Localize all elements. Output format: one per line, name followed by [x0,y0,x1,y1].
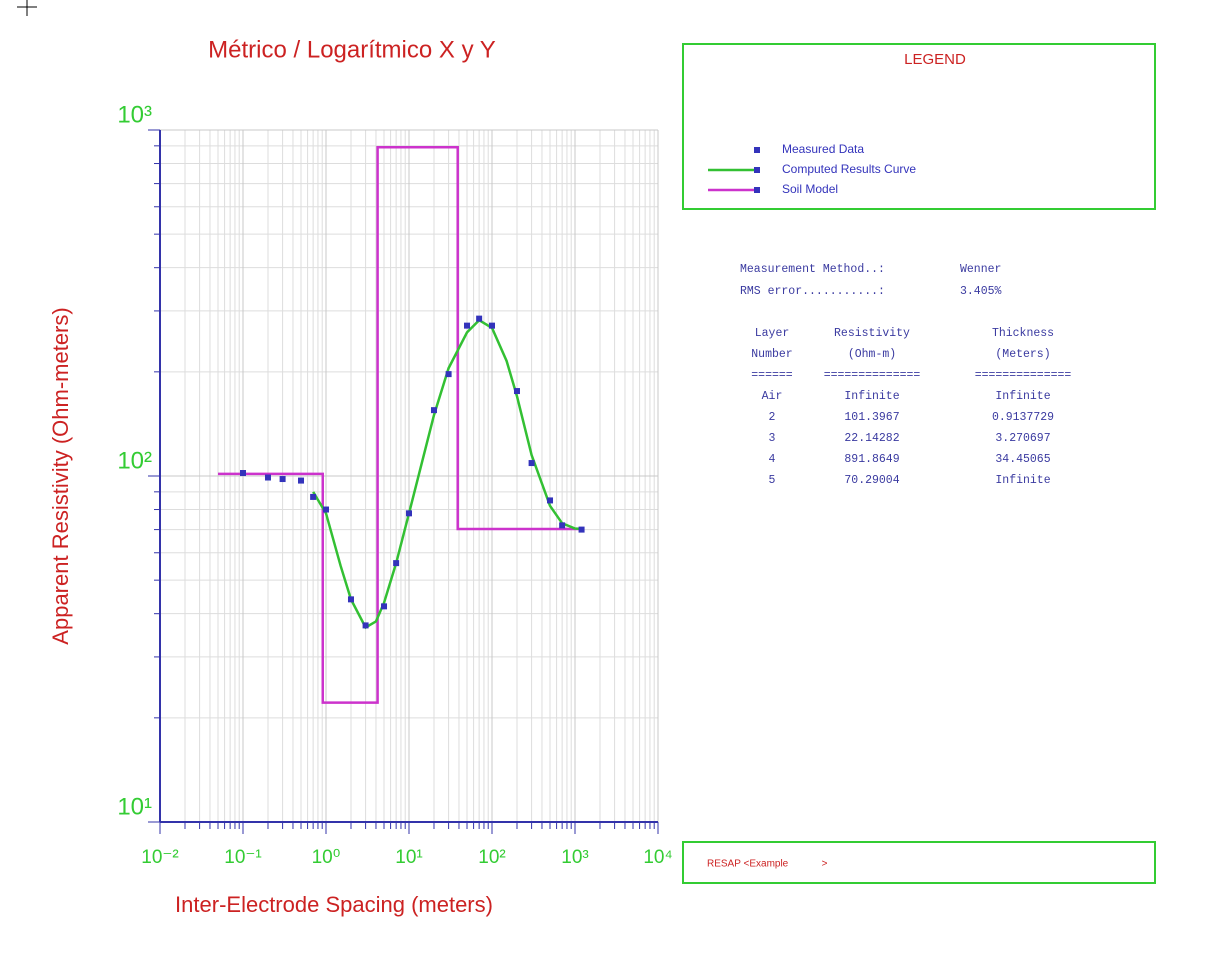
footer-text: RESAP <Example > [707,859,828,870]
results-panel: Measurement Method..: Wenner RMS error..… [740,263,1071,487]
table-header: ====== [751,369,793,382]
x-tick-label: 10² [478,847,505,868]
rms-label: RMS error...........: [740,285,885,298]
data-point [323,506,329,513]
legend-label: Soil Model [782,182,838,196]
data-point [298,477,305,484]
data-point [489,322,495,329]
rms-value: 3.405% [960,285,1002,298]
x-tick-label: 10⁻² [141,847,179,868]
plot: 10⁻² 10⁻¹ 10⁰ 10¹ 10² 10³ 10⁴ 10¹ 10² 10³ [117,101,672,868]
cursor [17,0,37,16]
data-point [476,315,483,322]
data-point [362,622,369,629]
table-cell: 2 [769,411,776,424]
series-line [218,145,582,704]
table-header: Thickness [992,327,1054,340]
data-point [310,493,317,500]
legend-marker [754,167,760,173]
data-point [406,510,412,517]
y-axis-label: Apparent Resistivity (Ohm-meters) [48,307,73,644]
table-cell: Infinite [844,390,899,403]
legend-label: Measured Data [782,142,864,156]
legend-marker [754,187,760,193]
data-point [513,388,520,395]
data-point [464,322,471,329]
legend-marker [754,147,760,153]
table-cell: 891.8649 [844,453,899,466]
table-header: ============== [975,369,1072,382]
table-cell: 4 [769,453,776,466]
table-cell: 34.45065 [995,453,1050,466]
data-point [430,407,437,414]
data-point [381,603,388,610]
table-cell: 101.3967 [844,411,899,424]
footer-box [682,841,1156,884]
table-header: (Ohm-m) [848,348,896,361]
table-header: Resistivity [834,327,910,340]
x-axis-label: Inter-Electrode Spacing (meters) [175,892,493,917]
table-cell: 0.9137729 [992,411,1054,424]
data-point [347,596,354,603]
table-cell: Infinite [995,390,1050,403]
x-tick-label: 10⁴ [643,847,672,868]
data-point [279,476,286,483]
series-line [312,318,582,630]
data-point [264,474,271,481]
legend-label: Computed Results Curve [782,162,916,176]
table-cell: 70.29004 [844,474,899,487]
table-header: ============== [824,369,921,382]
legend-title: LEGEND [904,51,966,68]
y-tick-label: 10³ [117,101,152,128]
method-value: Wenner [960,263,1001,276]
table-cell: Infinite [995,474,1050,487]
table-header: Layer [755,327,790,340]
data-point [578,526,585,533]
data-point [528,460,535,467]
data-point [445,371,452,378]
table-cell: Air [762,390,783,403]
x-tick-label: 10³ [561,847,588,868]
x-tick-label: 10¹ [395,847,422,868]
x-tick-label: 10⁰ [312,847,341,868]
table-header: (Meters) [995,348,1050,361]
table-cell: 5 [769,474,776,487]
table-cell: 3.270697 [995,432,1050,445]
data-point [393,560,400,567]
chart-title: Métrico / Logarítmico X y Y [208,36,496,63]
method-label: Measurement Method..: [740,263,885,276]
y-tick-label: 10² [117,447,152,474]
legend-box [682,43,1156,210]
table-cell: 22.14282 [844,432,899,445]
data-point [559,522,566,529]
table-cell: 3 [769,432,776,445]
x-tick-label: 10⁻¹ [224,847,262,868]
data-point [240,470,246,477]
y-tick-label: 10¹ [117,793,152,820]
data-point [547,497,554,504]
legend: Measured Data Computed Results Curve Soil … [708,142,916,196]
table-header: Number [751,348,792,361]
